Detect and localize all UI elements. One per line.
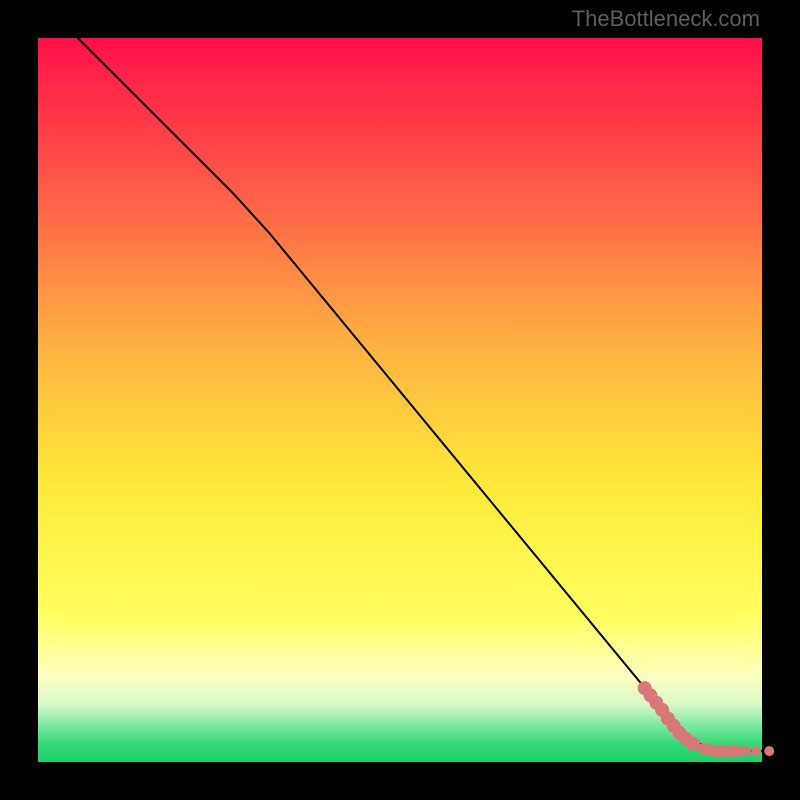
data-marker xyxy=(764,746,774,756)
watermark-text: TheBottleneck.com xyxy=(572,6,760,32)
chart-plot-area xyxy=(38,38,762,762)
